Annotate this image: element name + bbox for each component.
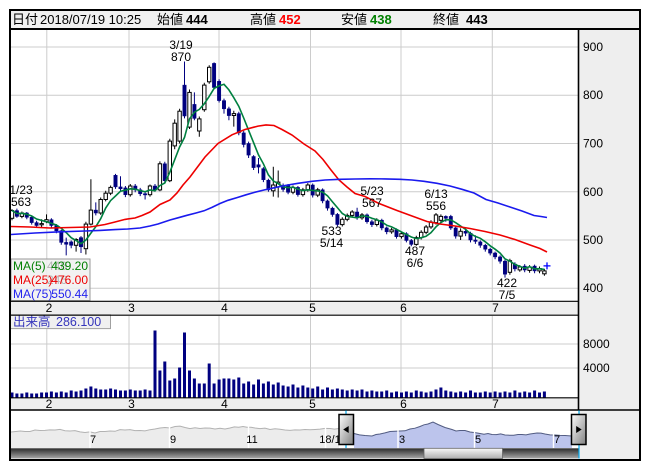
svg-text:出来高: 出来高	[13, 314, 51, 329]
svg-text:7: 7	[492, 301, 499, 315]
svg-text:900: 900	[583, 40, 603, 54]
svg-text:11: 11	[246, 434, 257, 446]
svg-text:始値: 始値	[157, 12, 183, 27]
svg-text:556: 556	[426, 199, 446, 213]
svg-text:563: 563	[11, 195, 31, 209]
svg-text:1/23: 1/23	[9, 183, 33, 197]
svg-text:5: 5	[309, 397, 316, 411]
svg-text:4: 4	[221, 397, 228, 411]
svg-text:500: 500	[583, 233, 603, 247]
svg-text:6: 6	[400, 301, 407, 315]
svg-text:600: 600	[583, 185, 603, 199]
svg-text:2: 2	[46, 397, 53, 411]
svg-text:5: 5	[309, 301, 316, 315]
svg-text:246: 246	[47, 273, 67, 287]
svg-text:MA(5): MA(5)	[13, 259, 46, 273]
svg-text:3: 3	[128, 397, 135, 411]
svg-text:安値: 安値	[341, 12, 367, 27]
svg-text:6: 6	[400, 397, 407, 411]
svg-text:6/13: 6/13	[424, 187, 448, 201]
svg-text:4000: 4000	[583, 361, 610, 375]
svg-text:400: 400	[583, 281, 603, 295]
svg-text:439.20: 439.20	[51, 259, 88, 273]
svg-text:高値: 高値	[250, 12, 276, 27]
svg-text:438: 438	[370, 12, 392, 27]
svg-text:MA(75): MA(75)	[13, 287, 52, 301]
svg-text:日付: 日付	[12, 12, 38, 27]
svg-text:3: 3	[128, 301, 135, 315]
svg-text:286.100: 286.100	[56, 315, 101, 329]
svg-text:487: 487	[405, 244, 425, 258]
svg-text:7: 7	[492, 397, 499, 411]
svg-text:6/6: 6/6	[407, 256, 424, 270]
svg-text:800: 800	[583, 88, 603, 102]
svg-text:7: 7	[90, 434, 96, 446]
svg-text:8000: 8000	[583, 337, 610, 351]
svg-text:3: 3	[399, 434, 405, 446]
svg-text:550.44: 550.44	[51, 287, 88, 301]
svg-text:452: 452	[279, 12, 301, 27]
svg-text:終値: 終値	[433, 12, 459, 27]
svg-text:4: 4	[221, 301, 228, 315]
svg-text:7: 7	[554, 434, 560, 446]
svg-text:567: 567	[362, 196, 382, 210]
svg-text:9: 9	[170, 434, 176, 446]
svg-text:5: 5	[475, 434, 481, 446]
svg-text:2018/07/19 10:25: 2018/07/19 10:25	[40, 12, 141, 27]
svg-text:18/1: 18/1	[319, 434, 340, 446]
svg-text:3/19: 3/19	[169, 38, 193, 52]
svg-text:422: 422	[497, 276, 517, 290]
svg-text:700: 700	[583, 137, 603, 151]
svg-text:533: 533	[321, 224, 341, 238]
svg-text:446: 446	[47, 259, 67, 273]
svg-text:7/5: 7/5	[499, 288, 516, 302]
svg-text:2: 2	[46, 301, 53, 315]
svg-text:MA(25): MA(25)	[13, 273, 52, 287]
svg-text:5/23: 5/23	[360, 184, 384, 198]
svg-text:476.00: 476.00	[51, 273, 88, 287]
svg-text:5/14: 5/14	[320, 236, 344, 250]
svg-text:870: 870	[171, 50, 191, 64]
svg-text:443: 443	[466, 12, 488, 27]
svg-text:444: 444	[186, 12, 208, 27]
